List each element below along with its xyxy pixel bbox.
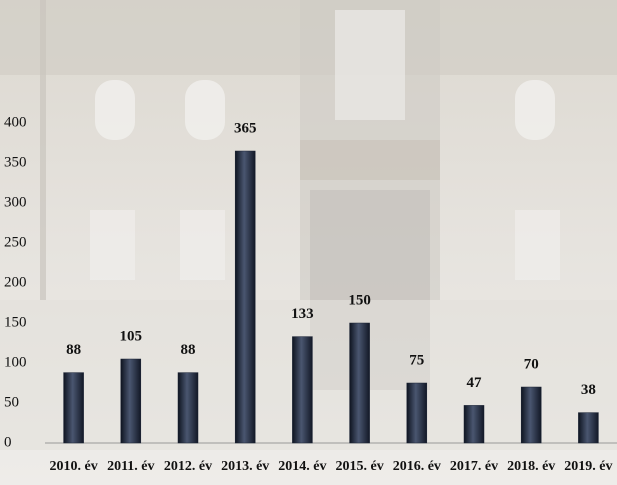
x-tick-label: 2012. év bbox=[164, 459, 212, 474]
y-tick-label: 0 bbox=[4, 434, 12, 450]
data-label: 365 bbox=[234, 120, 257, 136]
data-label: 88 bbox=[66, 342, 81, 358]
x-tick-label: 2014. év bbox=[278, 459, 326, 474]
bar bbox=[578, 412, 599, 444]
bar bbox=[463, 405, 485, 444]
data-label: 88 bbox=[181, 342, 196, 358]
x-tick-label: 2018. év bbox=[507, 459, 555, 474]
bar bbox=[520, 386, 542, 444]
y-tick-label: 200 bbox=[4, 274, 27, 290]
bar bbox=[406, 382, 428, 444]
x-tick-label: 2010. év bbox=[49, 459, 97, 474]
x-tick-label: 2015. év bbox=[335, 459, 383, 474]
bar bbox=[63, 372, 84, 444]
bar bbox=[349, 322, 370, 444]
data-label: 150 bbox=[348, 292, 371, 308]
data-label: 70 bbox=[524, 356, 539, 372]
x-tick-label: 2019. év bbox=[564, 459, 612, 474]
data-label: 38 bbox=[581, 382, 596, 398]
y-tick-label: 300 bbox=[4, 194, 27, 210]
bar bbox=[292, 336, 313, 444]
data-label: 105 bbox=[120, 328, 143, 344]
y-tick-label: 250 bbox=[4, 234, 27, 250]
y-tick-label: 50 bbox=[4, 394, 19, 410]
bar bbox=[177, 372, 199, 444]
bar bbox=[120, 358, 142, 444]
y-tick-label: 100 bbox=[4, 354, 27, 370]
x-tick-label: 2016. év bbox=[393, 459, 441, 474]
y-tick-label: 400 bbox=[4, 114, 27, 130]
data-label: 75 bbox=[409, 352, 424, 368]
x-tick-label: 2017. év bbox=[450, 459, 498, 474]
x-tick-label: 2013. év bbox=[221, 459, 269, 474]
y-tick-label: 150 bbox=[4, 314, 27, 330]
bar bbox=[234, 150, 256, 444]
data-label: 133 bbox=[291, 306, 314, 322]
x-tick-label: 2011. év bbox=[107, 459, 154, 474]
data-label: 47 bbox=[467, 375, 483, 391]
y-tick-label: 350 bbox=[4, 154, 27, 170]
